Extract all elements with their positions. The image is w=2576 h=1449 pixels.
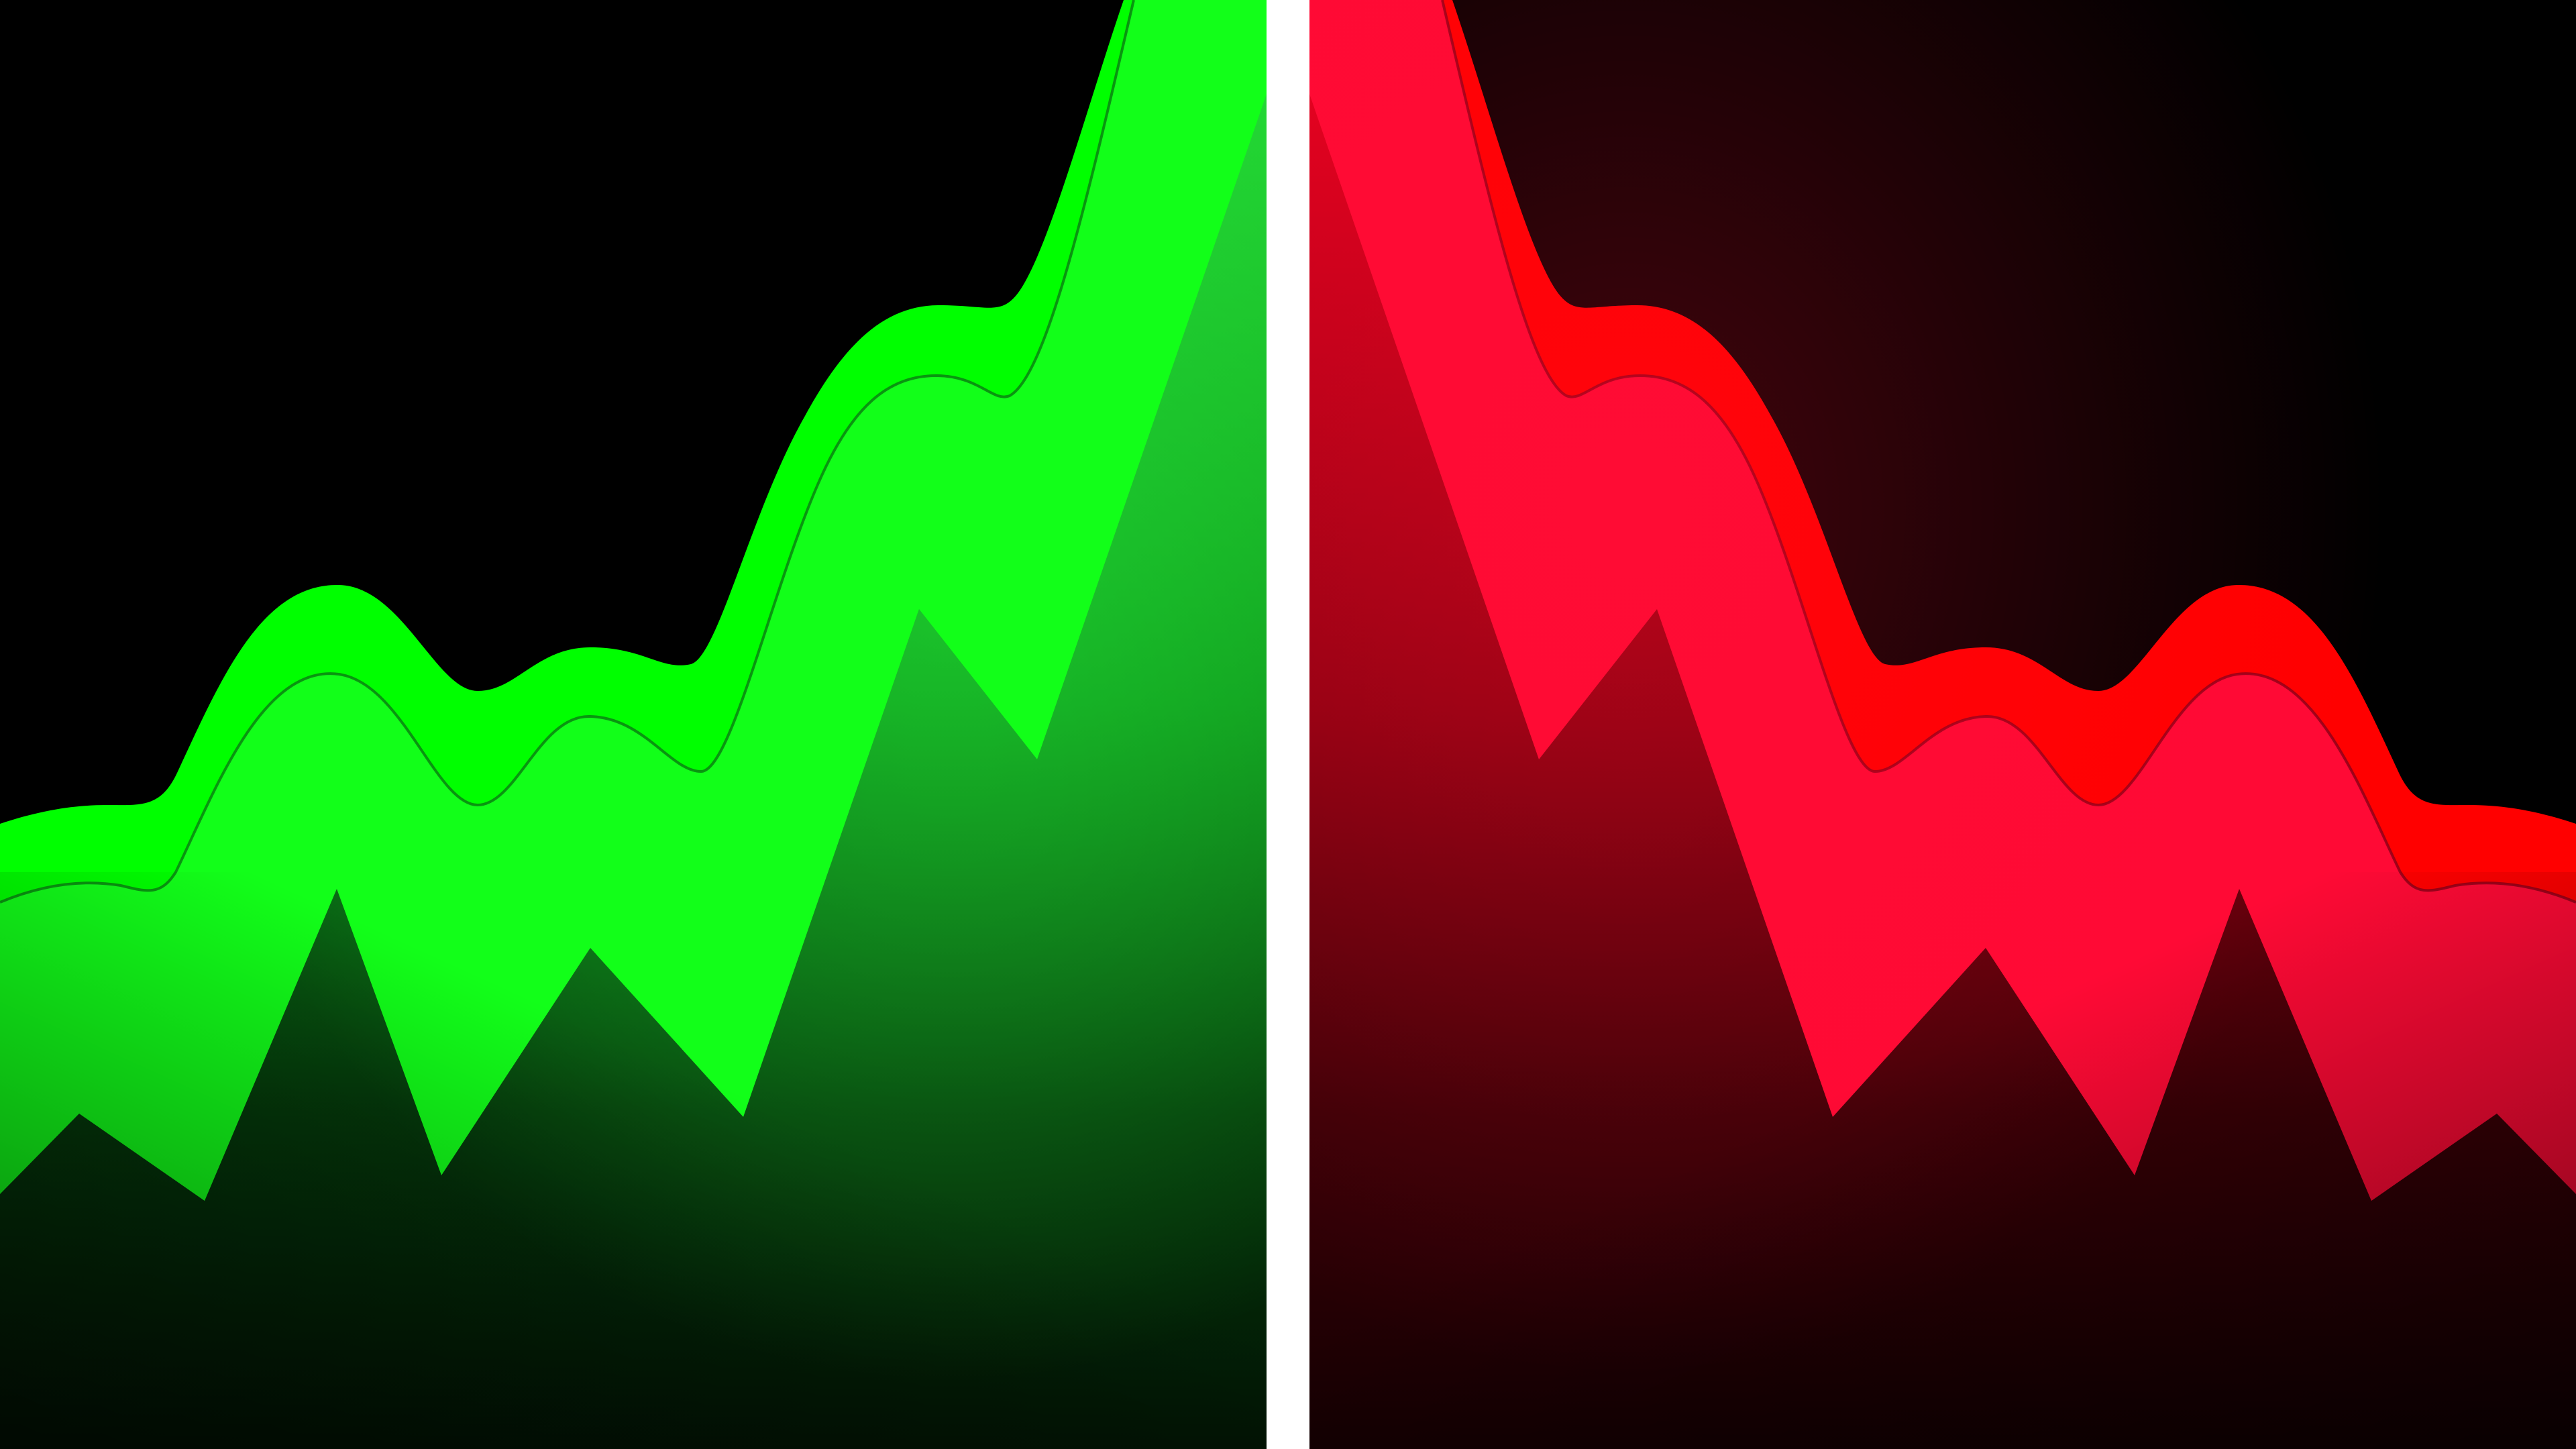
- falling-trend-panel: [1309, 0, 2576, 1449]
- rising-trend-panel: [0, 0, 1267, 1449]
- center-divider: [1267, 0, 1309, 1449]
- rising-contour-line: [0, 0, 1135, 904]
- falling-shade: [1309, 872, 2576, 1449]
- rising-shade: [0, 872, 1267, 1449]
- rising-trend-graphic: [0, 0, 1267, 1449]
- falling-trend-graphic: [1309, 0, 2576, 1449]
